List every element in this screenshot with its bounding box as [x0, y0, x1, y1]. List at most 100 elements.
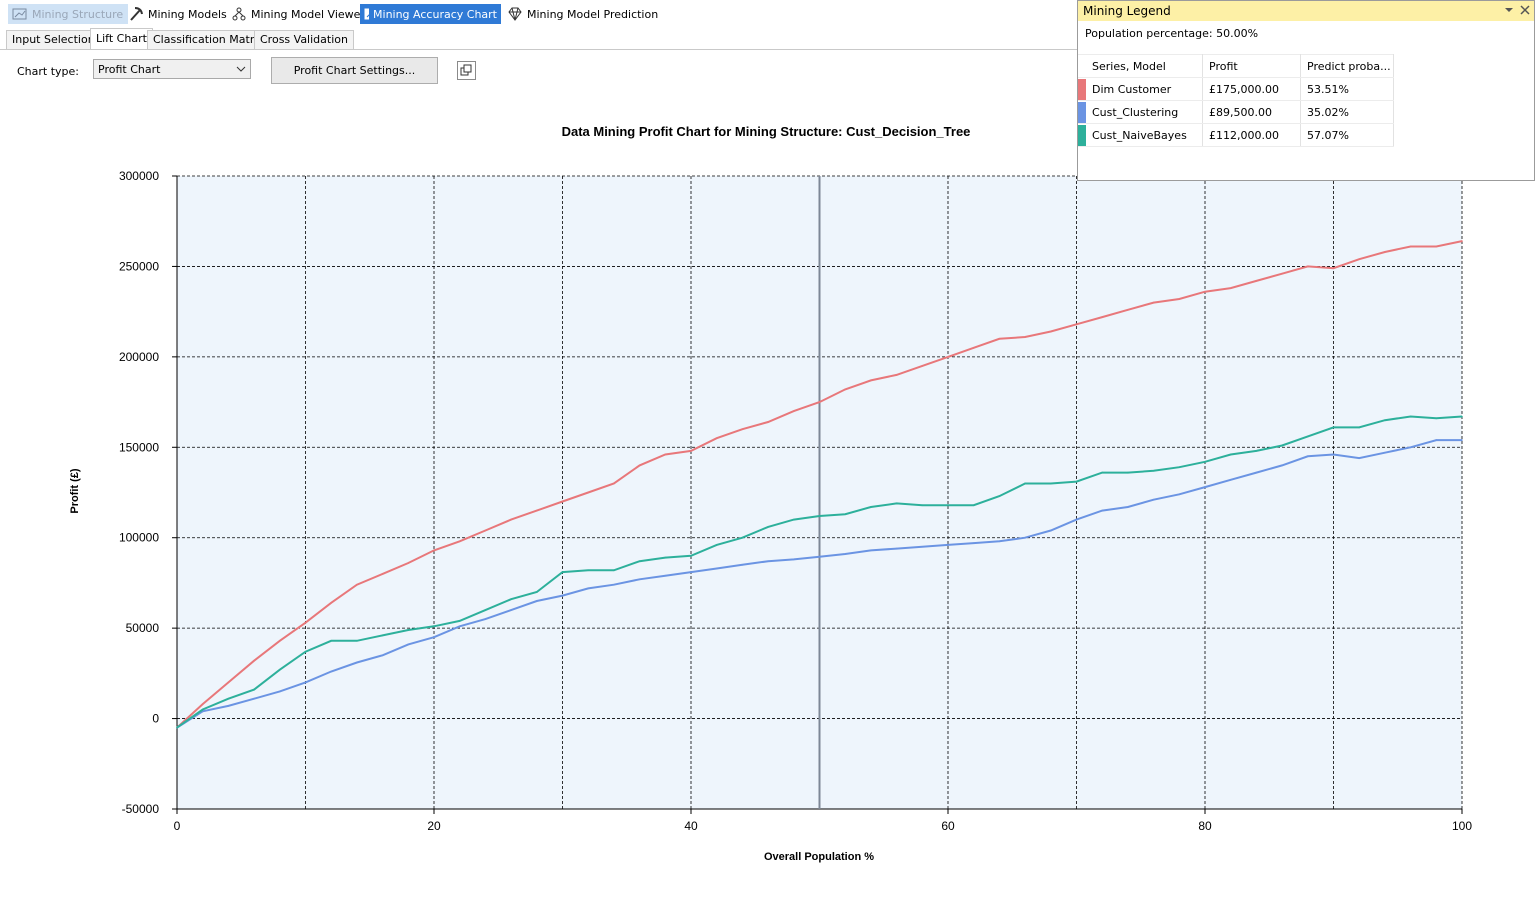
tab-divider	[0, 49, 1078, 50]
data-point	[1332, 267, 1335, 270]
data-point	[1229, 287, 1232, 289]
column-header-series: Series, Model	[1086, 54, 1203, 78]
y-tick-label: 200000	[119, 350, 159, 364]
data-point	[1384, 451, 1386, 454]
toolbar-label: Mining Model Prediction	[527, 7, 659, 21]
legend-header-row: Series, Model Profit Predict proba...	[1078, 54, 1394, 78]
tab-lift-chart[interactable]: Lift Chart	[90, 28, 153, 50]
data-point	[510, 609, 512, 611]
profit-chart-settings-button[interactable]: Profit Chart Settings...	[271, 57, 438, 84]
data-point	[895, 374, 898, 376]
mining-models-tab[interactable]: Mining Models	[124, 4, 231, 24]
series-color-swatch	[1078, 78, 1086, 100]
data-point	[1358, 258, 1360, 260]
data-point	[176, 726, 178, 729]
data-point	[767, 526, 769, 528]
data-point	[407, 629, 410, 631]
tab-cross-validation[interactable]: Cross Validation	[254, 30, 354, 50]
data-point	[947, 504, 949, 506]
data-point	[1409, 245, 1412, 248]
chart-title: Data Mining Profit Chart for Mining Stru…	[561, 124, 971, 139]
data-point	[1307, 265, 1309, 268]
data-point	[458, 625, 461, 628]
chart-type-value: Profit Chart	[98, 63, 161, 76]
data-point	[818, 515, 821, 517]
data-point	[715, 567, 718, 570]
x-tick-label: 40	[684, 819, 698, 833]
mining-model-prediction-tab[interactable]: Mining Model Prediction	[503, 4, 662, 24]
data-point	[484, 609, 487, 611]
mining-structure-tab[interactable]: Mining Structure	[8, 4, 128, 24]
series-color-swatch	[1078, 101, 1086, 123]
data-point	[1461, 240, 1463, 242]
data-point	[972, 542, 975, 544]
x-tick-label: 0	[174, 819, 181, 833]
data-point	[561, 500, 564, 503]
data-point	[1229, 479, 1232, 481]
data-point	[1281, 272, 1283, 275]
data-point	[921, 504, 924, 506]
mining-legend-panel: Mining Legend Population percentage: 50.…	[1077, 0, 1535, 181]
data-point	[818, 401, 821, 403]
data-point	[1255, 280, 1258, 282]
y-tick-label: 0	[152, 712, 159, 726]
data-point	[767, 560, 769, 563]
data-point	[1384, 251, 1386, 253]
data-point	[407, 643, 410, 646]
data-point	[279, 668, 281, 671]
data-point	[1101, 471, 1103, 474]
data-point	[484, 529, 487, 532]
data-point	[510, 598, 512, 601]
series-name: Cust_NaiveBayes	[1086, 123, 1203, 147]
data-point	[536, 591, 538, 593]
data-point	[330, 640, 333, 642]
data-point	[664, 574, 667, 577]
data-point	[1178, 466, 1181, 468]
toolbar-label: Mining Accuracy Chart	[373, 7, 497, 21]
data-point	[201, 708, 204, 711]
data-point	[690, 555, 692, 557]
tab-classification-matrix[interactable]: Classification Matrix	[147, 30, 270, 50]
data-point	[767, 421, 769, 423]
data-point	[1178, 493, 1181, 496]
y-tick-label: 250000	[119, 259, 159, 273]
data-point	[793, 518, 795, 521]
legend-row[interactable]: Dim Customer £175,000.00 53.51%	[1078, 77, 1394, 101]
data-point	[561, 594, 564, 597]
chart-type-dropdown[interactable]: Profit Chart	[93, 59, 251, 79]
data-point	[870, 549, 872, 552]
y-axis-title: Profit (£)	[69, 468, 81, 514]
mining-accuracy-chart-tab[interactable]: Mining Accuracy Chart	[360, 4, 501, 24]
data-point	[1409, 446, 1412, 449]
data-point	[304, 650, 307, 653]
series-name: Cust_Clustering	[1086, 100, 1203, 124]
column-header-probability: Predict proba...	[1300, 54, 1394, 78]
data-point	[638, 464, 641, 467]
dropdown-arrow-icon[interactable]	[1504, 5, 1514, 15]
legend-row[interactable]: Cust_Clustering £89,500.00 35.02%	[1078, 100, 1394, 124]
data-point	[1101, 316, 1103, 318]
data-point	[1332, 426, 1335, 429]
data-point	[947, 544, 949, 546]
data-point	[304, 681, 307, 684]
x-tick-label: 60	[941, 819, 955, 833]
mining-model-viewer-tab[interactable]: Mining Model Viewer	[227, 4, 369, 24]
data-point	[1152, 301, 1155, 304]
data-point	[1409, 415, 1412, 418]
data-point	[638, 578, 641, 581]
data-point	[613, 583, 615, 586]
data-point	[1307, 435, 1309, 438]
copy-icon	[460, 64, 472, 76]
data-point	[1358, 426, 1360, 429]
data-point	[433, 625, 435, 628]
x-tick-label: 80	[1198, 819, 1212, 833]
copy-chart-button[interactable]	[457, 61, 476, 80]
data-point	[356, 661, 358, 664]
data-point	[1050, 330, 1052, 333]
data-point	[381, 634, 384, 637]
data-point	[1384, 419, 1386, 421]
close-icon[interactable]	[1520, 5, 1530, 15]
data-point	[998, 495, 1001, 497]
legend-row[interactable]: Cust_NaiveBayes £112,000.00 57.07%	[1078, 123, 1394, 147]
